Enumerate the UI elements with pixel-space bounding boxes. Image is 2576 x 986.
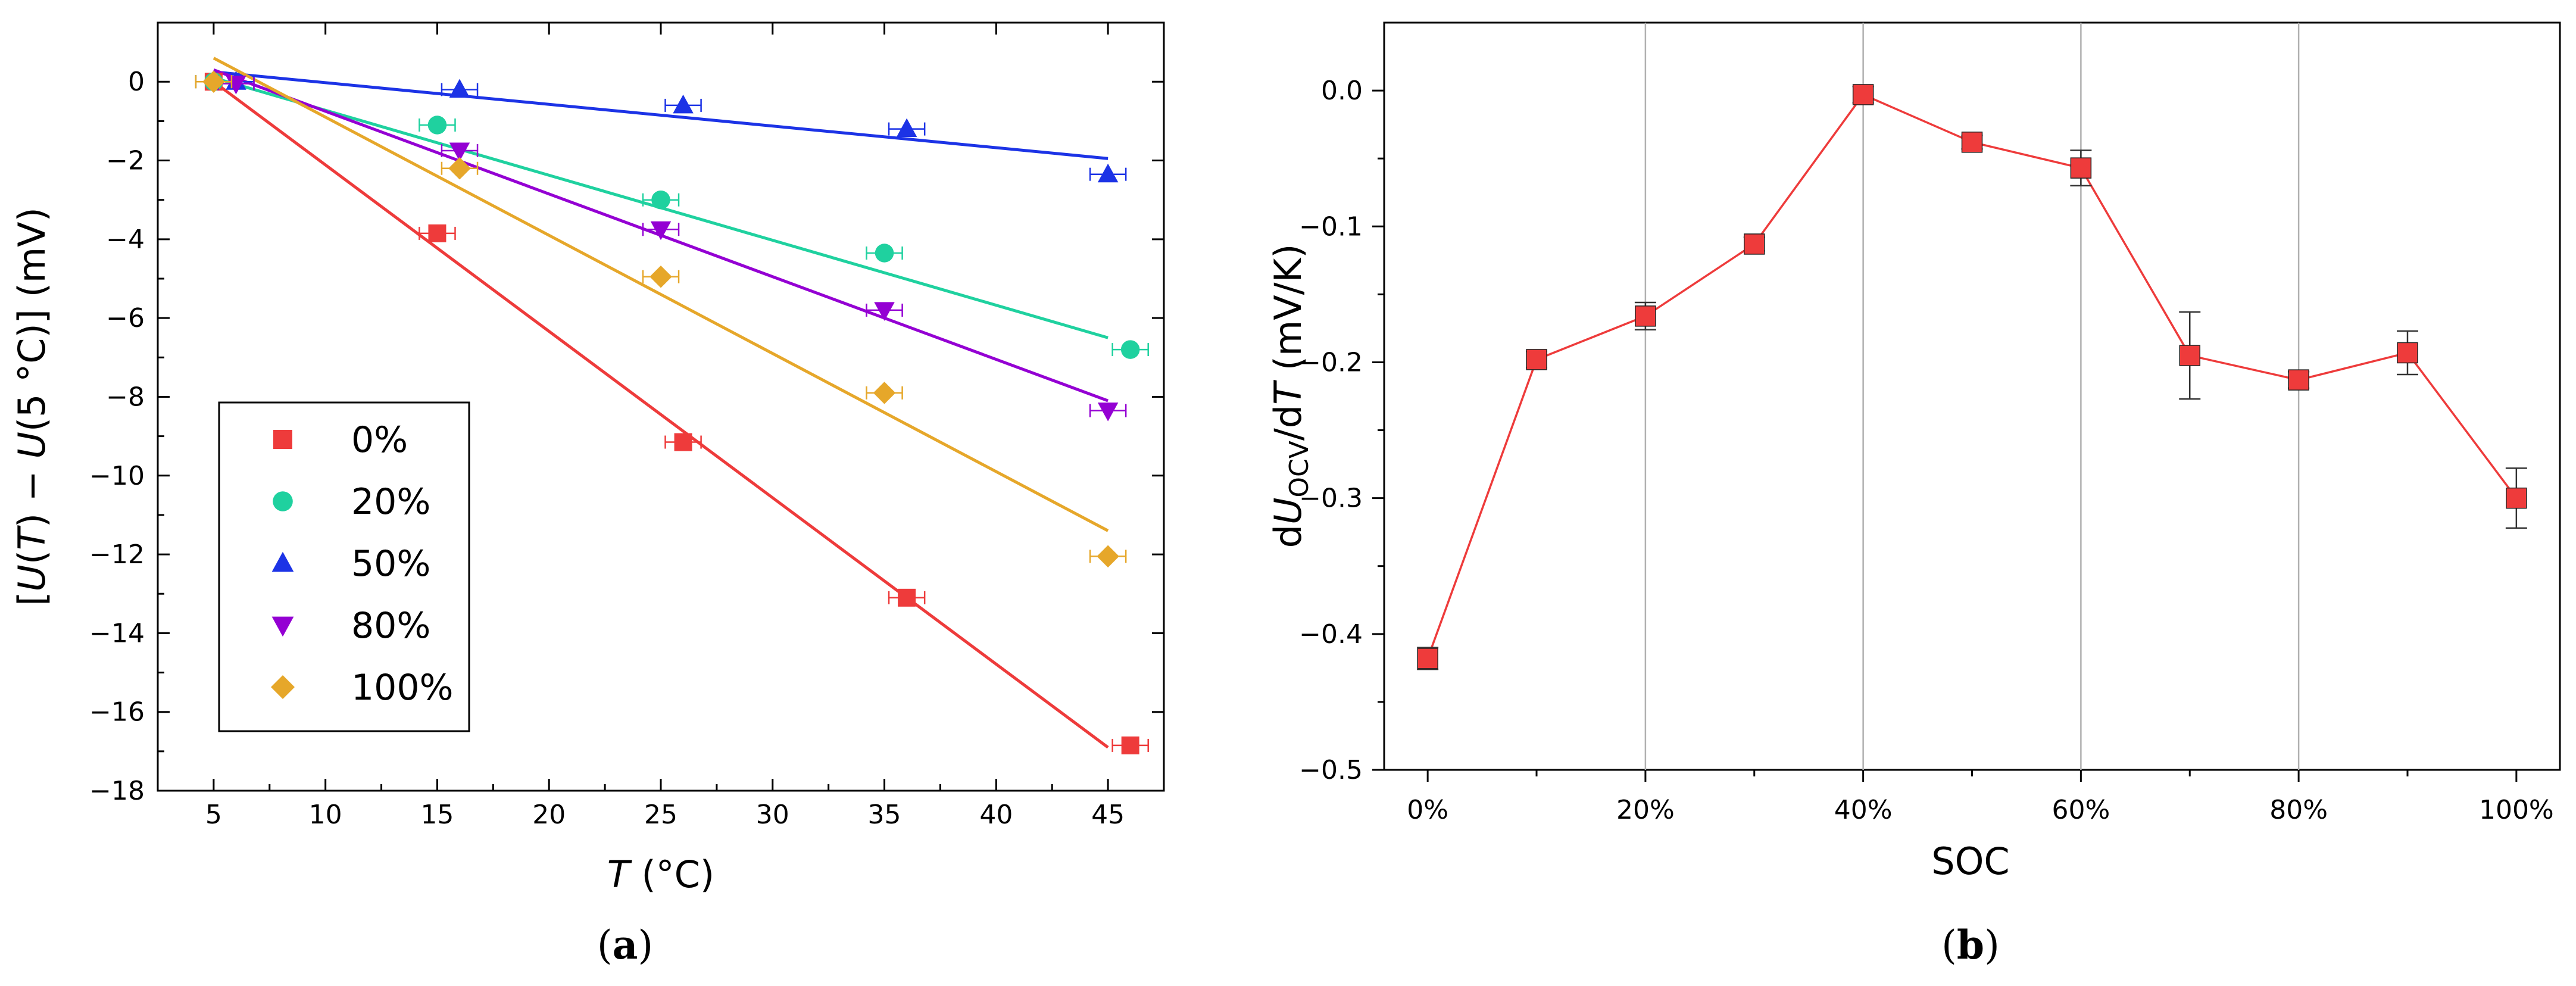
data-point-80% <box>874 302 895 321</box>
data-point-20% <box>427 116 447 135</box>
legend-label: 80% <box>351 605 430 647</box>
legend-label: 20% <box>351 481 430 523</box>
panel-b-x-axis-title: SOC <box>1931 840 2009 883</box>
y-tick-label: 0.0 <box>1321 76 1363 106</box>
data-point-100% <box>650 265 672 288</box>
y-tick-label: −0.2 <box>1299 347 1363 377</box>
y-tick-label: −0.3 <box>1299 483 1363 514</box>
y-tick-label: −0.5 <box>1299 755 1363 785</box>
y-tick-label: −0.1 <box>1299 211 1363 242</box>
data-point-20% <box>1120 340 1140 359</box>
x-tick-label: 40% <box>1834 795 1893 825</box>
x-tick-label: 15 <box>420 800 454 830</box>
y-tick-label: −14 <box>89 618 145 648</box>
y-tick-label: −12 <box>89 539 145 570</box>
data-point-80% <box>650 221 672 241</box>
x-tick-label: 30 <box>756 800 789 830</box>
data-point-50% <box>896 118 917 138</box>
series-line <box>1426 93 2518 659</box>
y-tick-label: −2 <box>106 146 145 176</box>
data-point <box>1744 233 1765 255</box>
x-tick-label: 5 <box>205 800 222 830</box>
data-point-20% <box>651 190 670 210</box>
x-tick-label: 25 <box>644 800 677 830</box>
data-point-20% <box>875 244 894 263</box>
legend-label: 50% <box>351 543 430 585</box>
data-point-100% <box>873 382 896 404</box>
legend-marker-100% <box>271 675 295 699</box>
data-point-100% <box>1097 545 1119 568</box>
x-tick-label: 100% <box>2479 795 2554 825</box>
data-point <box>2070 157 2092 179</box>
data-point <box>2506 487 2527 509</box>
x-tick-label: 10 <box>309 800 342 830</box>
y-tick-label: −8 <box>106 382 145 412</box>
panel-b-y-axis-title: dUOCV/dT (mV/K) <box>1266 244 1314 548</box>
data-point-50% <box>449 79 470 98</box>
data-point-80% <box>449 142 470 161</box>
x-tick-label: 35 <box>868 800 901 830</box>
y-tick-label: −4 <box>106 224 145 255</box>
data-point <box>2288 369 2309 391</box>
data-point-0% <box>898 588 916 607</box>
panel-b-chart: 0% 20% 40% 60% 80% 100% 0.0 −0.1 −0.2 −0.3 −0.4 −0.… <box>1266 21 2561 968</box>
panel-a-y-axis-title: [U(T) − U(5 °C)] (mV) <box>10 207 54 606</box>
data-point-50% <box>1097 163 1119 183</box>
y-tick-label: −6 <box>106 303 145 333</box>
panel-a-x-axis-title: T (°C) <box>607 853 714 896</box>
data-point-0% <box>428 224 446 242</box>
legend-box <box>218 401 470 732</box>
panel-b-label: (b) <box>1941 922 2000 968</box>
panel-a-label: (a) <box>597 922 653 968</box>
y-tick-label: 0 <box>128 67 145 97</box>
x-tick-label: 20 <box>532 800 566 830</box>
x-tick-label: 20% <box>1616 795 1675 825</box>
data-point <box>1852 84 1874 105</box>
x-tick-label: 40 <box>979 800 1013 830</box>
x-tick-label: 0% <box>1407 795 1448 825</box>
data-point-100% <box>448 157 471 180</box>
x-tick-label: 80% <box>2269 795 2328 825</box>
x-tick-label: 45 <box>1091 800 1125 830</box>
y-tick-label: −16 <box>89 697 145 728</box>
data-point-50% <box>673 94 694 114</box>
data-point <box>1417 648 1438 669</box>
fit-line-50% <box>213 70 1109 160</box>
panel-a-chart: 5 10 15 20 25 30 35 40 45 0 −2 −4 −6 −8 −10 −12 −14 −16 −1… <box>10 21 1165 968</box>
fit-line-100% <box>213 57 1109 532</box>
data-point <box>1961 132 1983 153</box>
data-point <box>1635 305 1656 327</box>
legend-label: 0% <box>351 419 408 461</box>
data-point <box>1526 349 1547 370</box>
legend-label: 100% <box>351 667 454 709</box>
y-tick-label: −18 <box>89 776 145 806</box>
data-point-0% <box>674 433 692 451</box>
fit-line-0% <box>213 80 1109 749</box>
data-point <box>2397 342 2418 364</box>
data-point-80% <box>1097 402 1119 422</box>
data-point-100% <box>202 70 225 93</box>
x-tick-label: 60% <box>2052 795 2110 825</box>
legend-marker-0% <box>273 430 292 449</box>
legend-marker-20% <box>273 491 293 511</box>
data-point-0% <box>1121 736 1139 754</box>
data-point <box>2179 345 2200 366</box>
y-tick-label: −0.4 <box>1299 619 1363 650</box>
panel-a-legend: 0% 20% 50% 80% 100% <box>218 401 470 732</box>
legend-marker-50% <box>271 551 294 572</box>
y-tick-label: −10 <box>89 461 145 491</box>
legend-marker-80% <box>271 616 294 637</box>
